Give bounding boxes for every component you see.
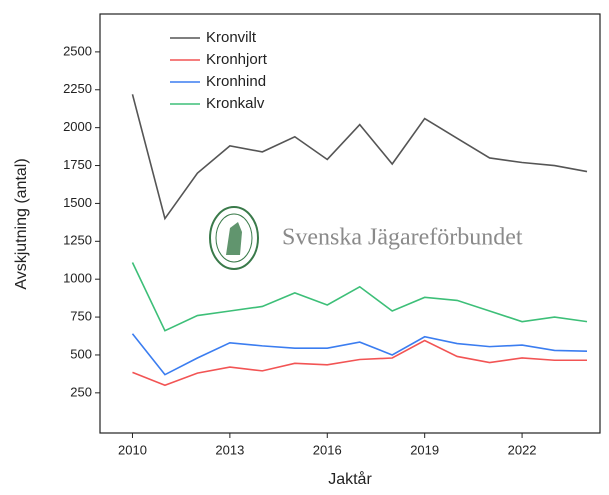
x-tick-label: 2022 (508, 442, 537, 457)
y-tick-label: 1000 (63, 271, 92, 286)
y-tick-label: 2000 (63, 119, 92, 134)
y-tick-label: 500 (70, 346, 92, 361)
line-series (131, 94, 588, 221)
legend-label: Kronhind (206, 73, 266, 90)
x-tick-label: 2019 (410, 442, 439, 457)
y-tick-label: 1500 (63, 195, 92, 210)
line-series (131, 262, 588, 332)
y-tick-label: 1750 (63, 157, 92, 172)
y-tick-label: 250 (70, 384, 92, 399)
x-axis-title: Jaktår (328, 470, 372, 488)
legend-label: Kronvilt (206, 29, 257, 46)
y-axis-title: Avskjutning (antal) (13, 158, 30, 289)
y-tick-label: 750 (70, 309, 92, 324)
line-series (131, 333, 588, 376)
legend-label: Kronhjort (206, 51, 268, 68)
legend-label: Kronkalv (206, 95, 265, 112)
y-tick-label: 2500 (63, 43, 92, 58)
watermark-text: Svenska Jägareförbundet (282, 225, 523, 251)
plot-frame (99, 13, 601, 434)
watermark-logo (209, 206, 259, 270)
line-series (132, 339, 588, 387)
y-tick-label: 1250 (63, 233, 92, 248)
x-tick-label: 2013 (215, 442, 244, 457)
x-tick-label: 2010 (118, 442, 147, 457)
y-tick-label: 2250 (63, 81, 92, 96)
x-tick-label: 2016 (313, 442, 342, 457)
